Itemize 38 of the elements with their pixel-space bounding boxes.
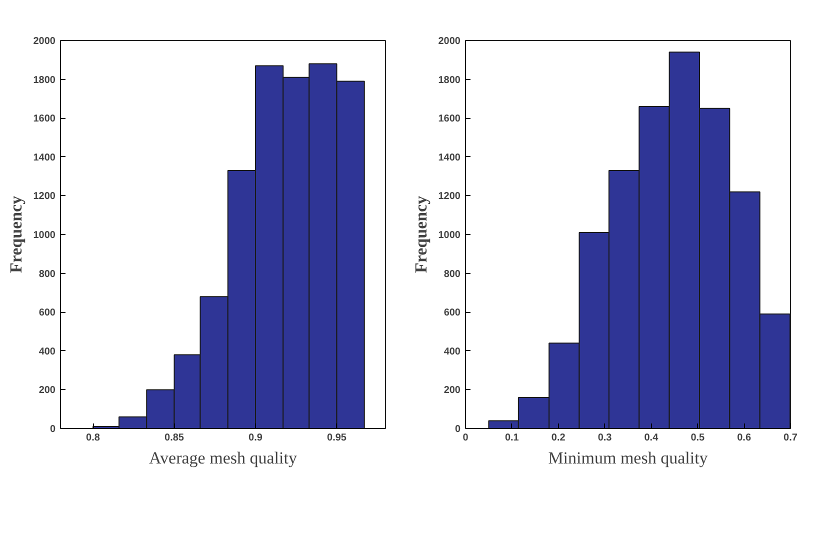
x-tick-label: 0.3 — [598, 432, 612, 444]
x-tick-label: 0.85 — [164, 432, 184, 444]
y-tick-label: 1200 — [33, 191, 56, 202]
x-tick-label: 0.7 — [784, 432, 798, 444]
y-tick-label: 1600 — [33, 114, 56, 125]
y-axis-title: Frequency — [6, 195, 26, 274]
y-tick-label: 600 — [444, 308, 461, 319]
y-tick-label: 800 — [444, 268, 461, 280]
y-tick-label: 1600 — [438, 114, 461, 125]
y-tick-label: 1400 — [33, 152, 56, 164]
x-tick-label: 0 — [462, 432, 469, 444]
x-tick-label: 0.6 — [737, 432, 752, 444]
y-tick-label: 1000 — [33, 230, 56, 241]
y-tick-label: 400 — [444, 346, 461, 358]
x-tick-label: 0.2 — [551, 432, 566, 444]
x-axis-title: Minimum mesh quality — [548, 448, 708, 468]
y-tick-label: 1800 — [438, 74, 461, 86]
x-tick-label: 0.1 — [504, 432, 520, 444]
x-tick-label: 0.95 — [327, 432, 347, 444]
x-axis-title: Average mesh quality — [149, 448, 298, 468]
y-tick-label: 1400 — [438, 152, 461, 164]
y-tick-label: 2000 — [438, 36, 461, 47]
y-tick-label: 800 — [38, 268, 56, 280]
y-tick-label: 600 — [38, 308, 56, 319]
y-tick-label: 200 — [38, 385, 56, 396]
y-tick-label: 1800 — [33, 74, 56, 86]
y-tick-label: 400 — [38, 346, 56, 358]
x-tick-label: 0.8 — [86, 432, 100, 444]
x-tick-label: 0.9 — [248, 432, 263, 444]
y-tick-label: 200 — [444, 385, 461, 396]
y-axis-title: Frequency — [411, 195, 430, 274]
y-tick-label: 2000 — [33, 36, 56, 47]
y-tick-label: 0 — [50, 424, 56, 435]
x-tick-label: 0.4 — [644, 432, 659, 444]
y-tick-label: 1200 — [438, 191, 461, 202]
x-tick-label: 0.5 — [690, 432, 706, 444]
y-tick-label: 1000 — [438, 230, 461, 241]
y-tick-label: 0 — [454, 424, 461, 435]
